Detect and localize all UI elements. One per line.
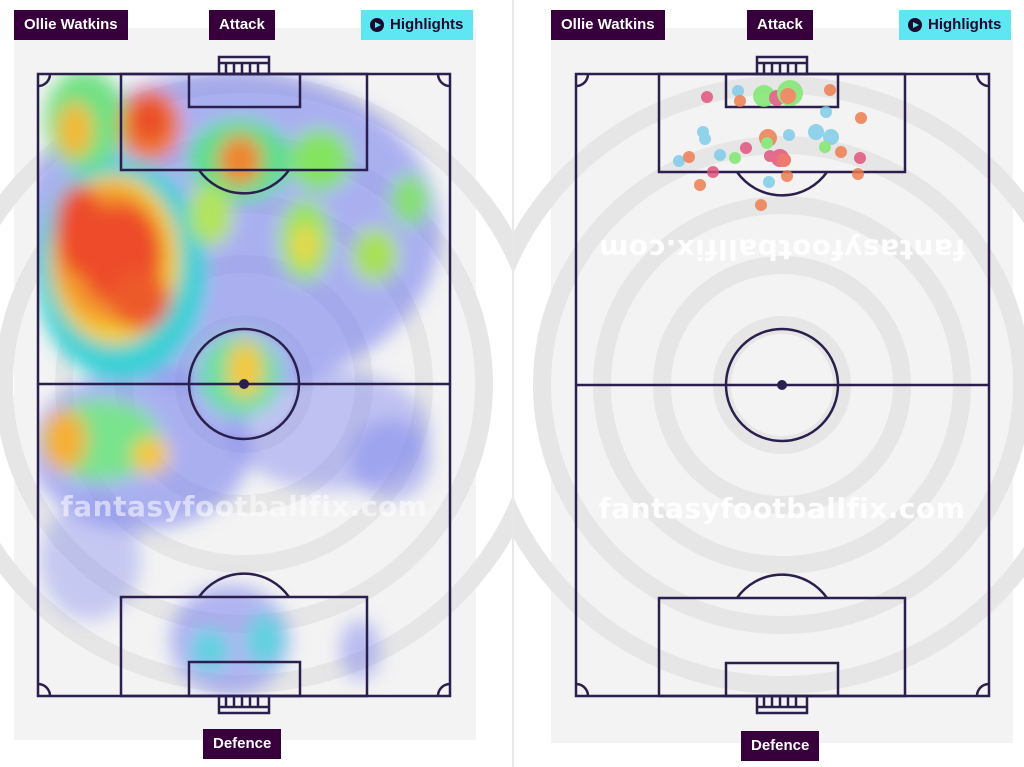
watermark-text: fantasyfootballfix.com bbox=[599, 492, 966, 525]
shot-marker bbox=[855, 112, 867, 124]
shot-marker bbox=[707, 166, 719, 178]
highlights-label: Highlights bbox=[390, 16, 464, 33]
shot-marker bbox=[824, 84, 836, 96]
shot-marker bbox=[732, 85, 744, 97]
shot-marker bbox=[835, 146, 847, 158]
shot-marker bbox=[729, 152, 741, 164]
highlights-label: Highlights bbox=[928, 16, 1002, 33]
shot-marker bbox=[808, 124, 824, 140]
shot-marker bbox=[701, 91, 713, 103]
shot-marker bbox=[755, 199, 767, 211]
shot-marker bbox=[714, 149, 726, 161]
shot-marker bbox=[763, 176, 775, 188]
shot-map-pitch: fantasyfootballfix.com fantasyfootballfi… bbox=[514, 28, 1024, 743]
defence-label: Defence bbox=[741, 731, 820, 761]
highlights-button[interactable]: Highlights bbox=[361, 10, 474, 40]
shot-marker bbox=[852, 168, 864, 180]
shot-marker bbox=[777, 153, 791, 167]
centre-spot bbox=[239, 379, 249, 389]
shot-marker bbox=[761, 137, 773, 149]
play-icon bbox=[370, 18, 384, 32]
shot-marker bbox=[673, 155, 685, 167]
heatmap-pitch: fantasyfootballfix.com bbox=[0, 28, 512, 740]
shot-marker bbox=[694, 179, 706, 191]
watermark-text: fantasyfootballfix.com bbox=[61, 490, 428, 523]
shot-marker bbox=[753, 85, 775, 107]
panel-divider bbox=[512, 0, 514, 767]
defence-label: Defence bbox=[203, 729, 282, 759]
shot-marker bbox=[699, 133, 711, 145]
attack-label: Attack bbox=[747, 10, 813, 40]
attack-label: Attack bbox=[209, 10, 275, 40]
heatmap-panel: fantasyfootballfix.com Ollie Watkins Att… bbox=[0, 10, 512, 759]
shot-marker bbox=[780, 88, 796, 104]
shot-map-panel: fantasyfootballfix.com fantasyfootballfi… bbox=[514, 0, 1024, 767]
centre-spot bbox=[777, 380, 787, 390]
player-name-label: Ollie Watkins bbox=[551, 10, 665, 40]
shot-marker bbox=[740, 142, 752, 154]
shot-marker bbox=[819, 141, 831, 153]
shot-marker bbox=[734, 95, 746, 107]
shot-markers bbox=[673, 80, 867, 211]
shot-marker bbox=[683, 151, 695, 163]
shot-marker bbox=[783, 129, 795, 141]
shot-marker bbox=[854, 152, 866, 164]
shot-marker bbox=[820, 106, 832, 118]
watermark-text-inverted: fantasyfootballfix.com bbox=[599, 233, 966, 266]
shot-marker bbox=[823, 129, 839, 145]
shot-marker bbox=[781, 170, 793, 182]
heatmap-blobs bbox=[38, 74, 440, 695]
player-name-label: Ollie Watkins bbox=[14, 10, 128, 40]
highlights-button[interactable]: Highlights bbox=[899, 10, 1012, 40]
play-icon bbox=[908, 18, 922, 32]
